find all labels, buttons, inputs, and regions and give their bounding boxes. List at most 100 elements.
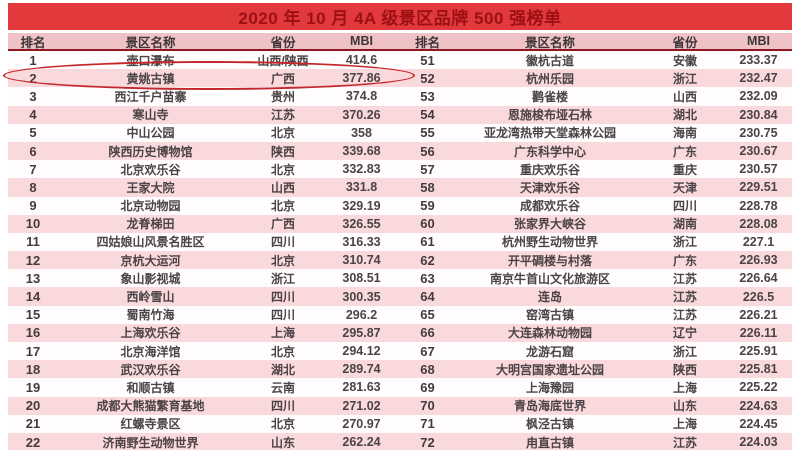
province-cell: 湖北 bbox=[672, 108, 697, 123]
mbi-cell: 316.33 bbox=[342, 234, 381, 249]
name-cell: 上海欢乐谷 bbox=[120, 326, 181, 341]
province-cell: 四川 bbox=[270, 308, 295, 323]
mbi-cell: 225.91 bbox=[739, 344, 778, 359]
province-cell: 广东 bbox=[672, 144, 697, 159]
table-row: 21 红螺寺景区 北京 270.97 71 枫泾古镇 上海 224.45 bbox=[8, 414, 792, 433]
province-cell: 山东 bbox=[270, 435, 295, 450]
header-province-right: 省份 bbox=[672, 35, 698, 50]
rank-cell: 15 bbox=[25, 307, 41, 323]
name-cell: 重庆欢乐谷 bbox=[519, 162, 580, 177]
name-cell: 王家大院 bbox=[126, 180, 175, 195]
rank-cell: 16 bbox=[25, 325, 41, 341]
mbi-cell: 224.03 bbox=[739, 435, 778, 450]
name-cell: 徽杭古道 bbox=[525, 53, 574, 68]
mbi-cell: 294.12 bbox=[342, 344, 381, 359]
province-cell: 四川 bbox=[672, 199, 697, 214]
name-cell: 京杭大运河 bbox=[120, 253, 181, 268]
province-cell: 北京 bbox=[270, 417, 295, 432]
mbi-cell: 224.45 bbox=[739, 416, 778, 431]
province-cell: 江苏 bbox=[270, 108, 295, 123]
table-row: 17 北京海洋馆 北京 294.12 67 龙游石窟 浙江 225.91 bbox=[8, 342, 792, 361]
name-cell: 象山影视城 bbox=[120, 271, 181, 286]
table-row: 5 中山公园 北京 358 55 亚龙湾热带天堂森林公园 海南 230.75 bbox=[8, 123, 792, 142]
province-cell: 广西 bbox=[270, 217, 295, 232]
mbi-cell: 262.24 bbox=[342, 435, 381, 450]
mbi-cell: 339.68 bbox=[342, 144, 381, 159]
table-row: 12 京杭大运河 北京 310.74 62 开平碉楼与村落 广东 226.93 bbox=[8, 251, 792, 270]
province-cell: 广西 bbox=[270, 71, 295, 86]
name-cell: 成都欢乐谷 bbox=[519, 199, 580, 214]
rank-cell: 11 bbox=[26, 234, 40, 250]
province-cell: 浙江 bbox=[672, 344, 697, 359]
name-cell: 成都大熊猫繁育基地 bbox=[96, 399, 205, 414]
mbi-cell: 270.97 bbox=[342, 416, 381, 431]
rank-cell: 64 bbox=[420, 289, 435, 305]
mbi-cell: 226.5 bbox=[742, 289, 775, 304]
table-row: 8 王家大院 山西 331.8 58 天津欢乐谷 天津 229.51 bbox=[8, 178, 792, 197]
title-bar: 2020 年 10 月 4A 级景区品牌 500 强榜单 bbox=[8, 3, 792, 30]
rank-cell: 54 bbox=[420, 107, 435, 123]
province-cell: 山西 bbox=[270, 180, 295, 195]
name-cell: 济南野生动物世界 bbox=[102, 435, 199, 450]
province-cell: 广东 bbox=[672, 253, 697, 268]
table-row: 13 象山影视城 浙江 308.51 63 南京牛首山文化旅游区 江苏 226.64 bbox=[8, 269, 792, 288]
table-row: 16 上海欢乐谷 上海 295.87 66 大连森林动物园 辽宁 226.11 bbox=[8, 323, 792, 342]
rank-cell: 62 bbox=[420, 252, 435, 268]
province-cell: 重庆 bbox=[672, 162, 697, 177]
mbi-cell: 358 bbox=[351, 125, 372, 140]
name-cell: 恩施梭布垭石林 bbox=[507, 108, 592, 123]
name-cell: 蜀南竹海 bbox=[126, 308, 175, 323]
rank-cell: 60 bbox=[420, 216, 435, 232]
mbi-cell: 224.63 bbox=[739, 398, 778, 413]
province-cell: 安徽 bbox=[672, 53, 697, 68]
table-row: 18 武汉欢乐谷 湖北 289.74 68 大明宫国家遗址公园 陕西 225.81 bbox=[8, 360, 792, 379]
page-title: 2020 年 10 月 4A 级景区品牌 500 强榜单 bbox=[238, 9, 562, 28]
rank-cell: 52 bbox=[420, 70, 435, 86]
rank-cell: 65 bbox=[420, 307, 435, 323]
province-cell: 陕西 bbox=[672, 362, 697, 377]
name-cell: 青岛海底世界 bbox=[513, 399, 586, 414]
mbi-cell: 281.63 bbox=[342, 380, 381, 395]
header-province-left: 省份 bbox=[270, 35, 296, 50]
table-row: 9 北京动物园 北京 329.19 59 成都欢乐谷 四川 228.78 bbox=[8, 196, 792, 215]
province-cell: 江苏 bbox=[672, 308, 697, 323]
mbi-cell: 230.84 bbox=[739, 107, 778, 122]
mbi-cell: 225.81 bbox=[739, 362, 778, 377]
rank-cell: 67 bbox=[420, 343, 435, 359]
name-cell: 开平碉楼与村落 bbox=[507, 253, 592, 268]
mbi-cell: 414.6 bbox=[345, 53, 378, 68]
rank-cell: 6 bbox=[29, 143, 37, 159]
header-rank-left: 排名 bbox=[20, 35, 46, 50]
mbi-cell: 377.86 bbox=[342, 71, 381, 86]
rank-cell: 5 bbox=[29, 125, 37, 141]
rank-cell: 68 bbox=[420, 361, 435, 377]
province-cell: 北京 bbox=[270, 344, 295, 359]
mbi-cell: 228.78 bbox=[739, 198, 778, 213]
rank-cell: 2 bbox=[29, 70, 37, 86]
rank-cell: 8 bbox=[29, 179, 37, 195]
name-cell: 枫泾古镇 bbox=[525, 417, 574, 432]
mbi-cell: 295.87 bbox=[342, 325, 381, 340]
rank-cell: 55 bbox=[420, 125, 435, 141]
province-cell: 北京 bbox=[270, 253, 295, 268]
name-cell: 和顺古镇 bbox=[126, 380, 175, 395]
province-cell: 湖北 bbox=[270, 362, 295, 377]
rank-cell: 13 bbox=[25, 270, 41, 286]
province-cell: 江苏 bbox=[672, 271, 697, 286]
name-cell: 四姑娘山风景名胜区 bbox=[96, 235, 205, 250]
name-cell: 杭州乐园 bbox=[525, 71, 574, 86]
header-rank-right: 排名 bbox=[414, 35, 440, 50]
rank-cell: 69 bbox=[420, 379, 435, 395]
rank-cell: 71 bbox=[420, 416, 435, 432]
province-cell: 浙江 bbox=[672, 235, 697, 250]
province-cell: 北京 bbox=[270, 126, 295, 141]
rank-cell: 21 bbox=[25, 416, 41, 432]
province-cell: 北京 bbox=[270, 162, 295, 177]
name-cell: 亚龙湾热带天堂森林公园 bbox=[483, 126, 616, 141]
name-cell: 大连森林动物园 bbox=[507, 326, 592, 341]
header-divider bbox=[8, 49, 792, 51]
province-cell: 上海 bbox=[672, 380, 697, 395]
header-mbi-left: MBI bbox=[350, 34, 373, 48]
name-cell: 西江千户苗寨 bbox=[114, 89, 187, 104]
